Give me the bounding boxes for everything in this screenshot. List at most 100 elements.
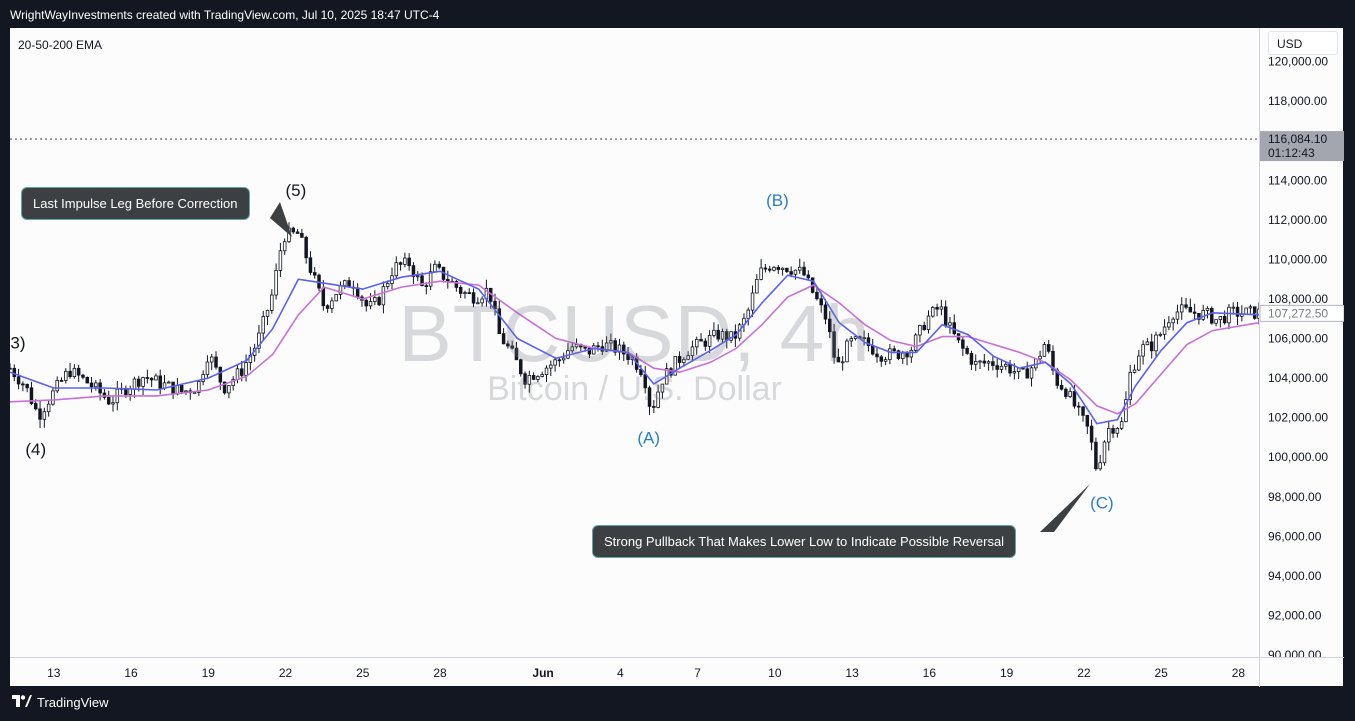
candle xyxy=(274,263,278,300)
candle-body xyxy=(132,378,137,390)
candle-body xyxy=(1179,304,1184,313)
time-tick-label: 16 xyxy=(124,666,138,680)
candle xyxy=(484,279,489,307)
price-tick-label: 112,000.00 xyxy=(1268,213,1327,227)
candle xyxy=(407,253,411,271)
currency-button[interactable]: USD xyxy=(1268,31,1338,55)
candle-body xyxy=(38,408,42,420)
candle xyxy=(360,294,364,307)
candle-body xyxy=(282,241,287,252)
candle-body xyxy=(227,385,231,394)
candle xyxy=(458,285,463,299)
candle-body xyxy=(1192,311,1197,314)
candle-body xyxy=(1038,355,1042,360)
candle xyxy=(411,262,416,284)
candle xyxy=(476,297,480,305)
candle xyxy=(909,346,914,363)
candle-body xyxy=(1235,306,1240,317)
candle-body xyxy=(690,346,695,357)
candle xyxy=(1145,338,1150,346)
candle-body xyxy=(476,302,480,305)
candle-body xyxy=(197,381,201,393)
candle xyxy=(570,343,575,353)
candle-body xyxy=(613,340,617,353)
price-tick-label: 118,000.00 xyxy=(1268,94,1327,108)
candle-body xyxy=(570,346,575,352)
candle-body xyxy=(471,292,476,304)
candle-body xyxy=(961,339,965,349)
candle xyxy=(214,351,218,370)
candle-body xyxy=(81,374,85,378)
candle-body xyxy=(935,307,939,310)
candle xyxy=(896,349,901,361)
candle xyxy=(1068,387,1072,399)
candle-body xyxy=(231,379,235,387)
candle-body xyxy=(42,411,47,420)
candle xyxy=(381,281,386,314)
wave-label: (A) xyxy=(637,428,660,447)
candle-body xyxy=(574,344,579,348)
candle xyxy=(94,380,98,391)
time-axis[interactable]: 13 16 19 22 25 28 Jun 4 7 10 13 16 19 22 25 28 xyxy=(10,657,1259,687)
candle xyxy=(853,335,858,341)
candle-body xyxy=(1227,306,1231,324)
candle-body xyxy=(536,376,540,380)
candle xyxy=(540,371,544,378)
candle xyxy=(42,407,47,428)
time-tick-label: 28 xyxy=(433,666,447,680)
candle xyxy=(441,266,446,283)
candle-body xyxy=(179,384,184,393)
candle-body xyxy=(209,356,214,363)
candle-body xyxy=(407,257,411,267)
candle xyxy=(720,328,725,343)
candle-body xyxy=(1059,385,1064,390)
candle xyxy=(343,279,347,290)
price-axis[interactable]: 90,000.00 92,000.00 94,000.00 96,000.00 98,0… xyxy=(1259,28,1345,662)
time-tick-label: 22 xyxy=(279,666,293,680)
candle-body xyxy=(965,347,969,354)
candle xyxy=(707,330,712,354)
candle xyxy=(55,376,59,393)
candle xyxy=(802,261,806,277)
tradingview-logo[interactable]: TradingView xyxy=(12,695,109,710)
candle xyxy=(338,281,343,300)
candle xyxy=(141,376,145,396)
candle-body xyxy=(94,382,98,388)
candle xyxy=(978,359,982,369)
callout-pointer-top xyxy=(270,202,292,237)
indicator-legend[interactable]: 20-50-200 EMA xyxy=(18,38,103,52)
candle-body xyxy=(51,390,55,405)
candle-body xyxy=(424,285,429,287)
candle xyxy=(68,363,72,379)
candle xyxy=(471,288,476,308)
candle xyxy=(797,258,802,274)
price-tick-label: 92,000.00 xyxy=(1268,608,1322,622)
candle xyxy=(102,389,107,400)
candle xyxy=(1119,417,1124,431)
candle-body xyxy=(446,279,450,282)
candle xyxy=(557,357,562,367)
price-plot[interactable]: (3) (4) (5) (A) (B) (C) xyxy=(10,28,1259,657)
tradingview-icon xyxy=(12,695,32,710)
candle-body xyxy=(218,366,223,383)
candle-body xyxy=(677,356,682,363)
candle-body xyxy=(720,331,725,340)
candle-body xyxy=(205,361,210,376)
candle-body xyxy=(845,340,849,363)
candle xyxy=(304,235,308,264)
candle-body xyxy=(1098,462,1102,470)
candle xyxy=(973,354,978,371)
candle-body xyxy=(411,265,416,277)
candle-body xyxy=(1029,367,1034,379)
candle-body xyxy=(141,377,145,387)
candle-body xyxy=(330,300,334,309)
candle-body xyxy=(707,335,712,347)
candle-body xyxy=(1197,312,1201,320)
candle-body xyxy=(1145,341,1150,346)
candle xyxy=(38,400,42,428)
candle xyxy=(197,380,201,396)
candle xyxy=(128,385,132,401)
candle xyxy=(295,229,300,234)
candle xyxy=(553,356,557,372)
candle-body xyxy=(295,231,300,234)
